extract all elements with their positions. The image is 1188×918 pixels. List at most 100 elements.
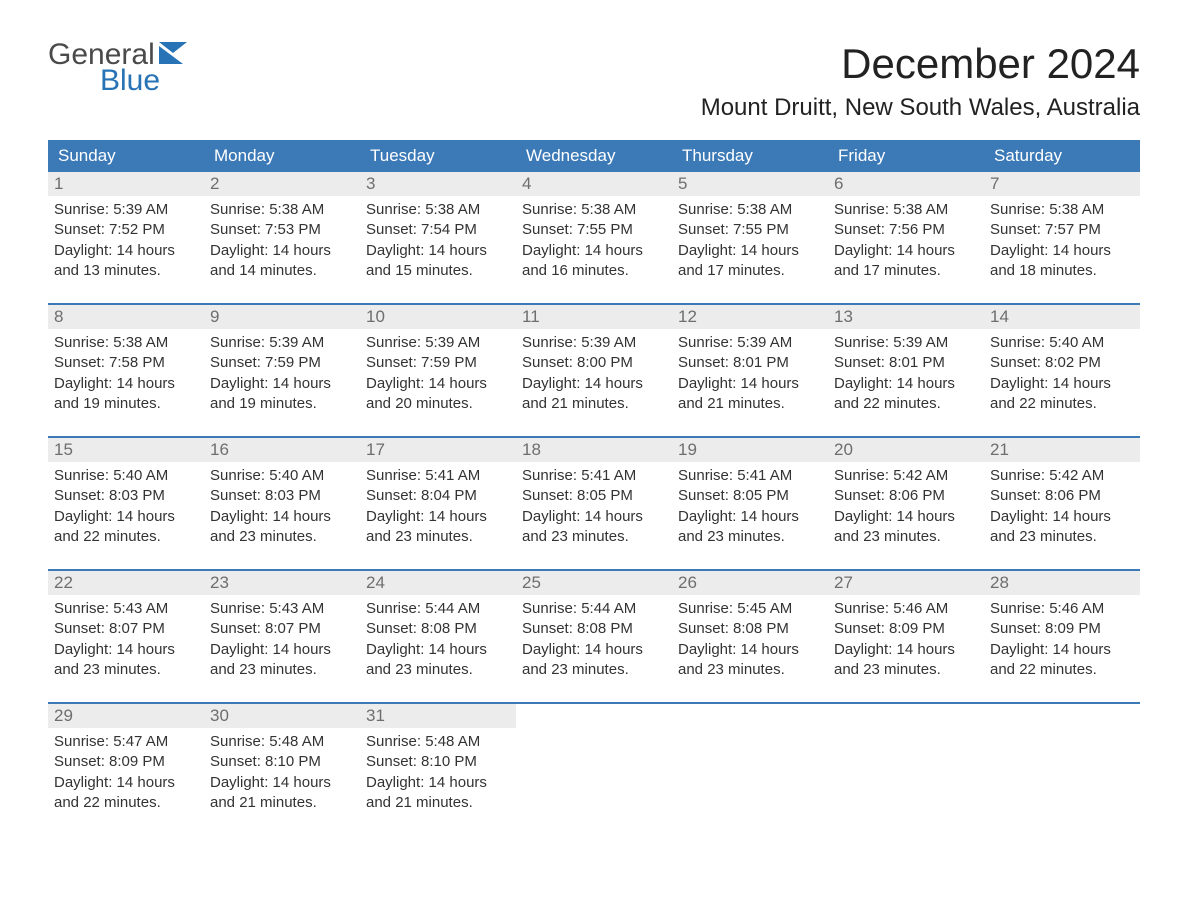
calendar-cell: 12Sunrise: 5:39 AMSunset: 8:01 PMDayligh… <box>672 304 828 437</box>
sunrise-line: Sunrise: 5:38 AM <box>678 200 820 220</box>
sunrise-line: Sunrise: 5:40 AM <box>54 466 196 486</box>
daylight-line: Daylight: 14 hours and 15 minutes. <box>366 241 508 282</box>
daylight-line: Daylight: 14 hours and 22 minutes. <box>54 773 196 814</box>
sunrise-line: Sunrise: 5:41 AM <box>366 466 508 486</box>
day-data: Sunrise: 5:48 AMSunset: 8:10 PMDaylight:… <box>360 728 516 835</box>
weekday-header: Tuesday <box>360 140 516 172</box>
sunrise-line: Sunrise: 5:41 AM <box>522 466 664 486</box>
day-number: 31 <box>360 704 516 728</box>
day-number: 7 <box>984 172 1140 196</box>
sunset-line: Sunset: 8:09 PM <box>834 619 976 639</box>
sunset-line: Sunset: 8:08 PM <box>522 619 664 639</box>
sunset-line: Sunset: 8:01 PM <box>834 353 976 373</box>
daylight-line: Daylight: 14 hours and 19 minutes. <box>54 374 196 415</box>
sunrise-line: Sunrise: 5:39 AM <box>678 333 820 353</box>
day-data: Sunrise: 5:44 AMSunset: 8:08 PMDaylight:… <box>516 595 672 702</box>
daylight-line: Daylight: 14 hours and 23 minutes. <box>678 507 820 548</box>
sunset-line: Sunset: 8:05 PM <box>678 486 820 506</box>
sunset-line: Sunset: 7:59 PM <box>210 353 352 373</box>
daylight-line: Daylight: 14 hours and 20 minutes. <box>366 374 508 415</box>
daylight-line: Daylight: 14 hours and 23 minutes. <box>54 640 196 681</box>
daylight-line: Daylight: 14 hours and 23 minutes. <box>834 640 976 681</box>
weekday-header: Sunday <box>48 140 204 172</box>
day-number: 24 <box>360 571 516 595</box>
calendar-cell: 7Sunrise: 5:38 AMSunset: 7:57 PMDaylight… <box>984 172 1140 304</box>
daylight-line: Daylight: 14 hours and 22 minutes. <box>990 374 1132 415</box>
day-number: 19 <box>672 438 828 462</box>
sunset-line: Sunset: 8:00 PM <box>522 353 664 373</box>
calendar-row: 22Sunrise: 5:43 AMSunset: 8:07 PMDayligh… <box>48 570 1140 703</box>
day-number: 28 <box>984 571 1140 595</box>
daylight-line: Daylight: 14 hours and 17 minutes. <box>834 241 976 282</box>
calendar-cell: .. <box>672 703 828 835</box>
sunset-line: Sunset: 8:05 PM <box>522 486 664 506</box>
day-number: 25 <box>516 571 672 595</box>
sunrise-line: Sunrise: 5:45 AM <box>678 599 820 619</box>
day-data: Sunrise: 5:42 AMSunset: 8:06 PMDaylight:… <box>984 462 1140 569</box>
daylight-line: Daylight: 14 hours and 22 minutes. <box>54 507 196 548</box>
day-data: Sunrise: 5:42 AMSunset: 8:06 PMDaylight:… <box>828 462 984 569</box>
sunrise-line: Sunrise: 5:43 AM <box>210 599 352 619</box>
month-title: December 2024 <box>701 40 1140 88</box>
sunset-line: Sunset: 8:07 PM <box>54 619 196 639</box>
title-block: December 2024 Mount Druitt, New South Wa… <box>701 40 1140 122</box>
daylight-line: Daylight: 14 hours and 23 minutes. <box>834 507 976 548</box>
day-data: Sunrise: 5:43 AMSunset: 8:07 PMDaylight:… <box>48 595 204 702</box>
day-data: Sunrise: 5:46 AMSunset: 8:09 PMDaylight:… <box>828 595 984 702</box>
day-number: 9 <box>204 305 360 329</box>
calendar-cell: 26Sunrise: 5:45 AMSunset: 8:08 PMDayligh… <box>672 570 828 703</box>
calendar-cell: 5Sunrise: 5:38 AMSunset: 7:55 PMDaylight… <box>672 172 828 304</box>
day-number: 8 <box>48 305 204 329</box>
sunset-line: Sunset: 8:03 PM <box>210 486 352 506</box>
calendar-cell: 16Sunrise: 5:40 AMSunset: 8:03 PMDayligh… <box>204 437 360 570</box>
calendar-cell: 14Sunrise: 5:40 AMSunset: 8:02 PMDayligh… <box>984 304 1140 437</box>
daylight-line: Daylight: 14 hours and 21 minutes. <box>522 374 664 415</box>
calendar-cell: 9Sunrise: 5:39 AMSunset: 7:59 PMDaylight… <box>204 304 360 437</box>
sunset-line: Sunset: 7:58 PM <box>54 353 196 373</box>
sunset-line: Sunset: 7:52 PM <box>54 220 196 240</box>
sunrise-line: Sunrise: 5:46 AM <box>834 599 976 619</box>
day-number: 15 <box>48 438 204 462</box>
weekday-header: Wednesday <box>516 140 672 172</box>
sunrise-line: Sunrise: 5:48 AM <box>366 732 508 752</box>
daylight-line: Daylight: 14 hours and 21 minutes. <box>366 773 508 814</box>
calendar-row: 15Sunrise: 5:40 AMSunset: 8:03 PMDayligh… <box>48 437 1140 570</box>
weekday-header-row: Sunday Monday Tuesday Wednesday Thursday… <box>48 140 1140 172</box>
sunrise-line: Sunrise: 5:38 AM <box>834 200 976 220</box>
sunrise-line: Sunrise: 5:44 AM <box>522 599 664 619</box>
day-number: 21 <box>984 438 1140 462</box>
calendar-cell: 21Sunrise: 5:42 AMSunset: 8:06 PMDayligh… <box>984 437 1140 570</box>
daylight-line: Daylight: 14 hours and 23 minutes. <box>210 507 352 548</box>
day-data: Sunrise: 5:39 AMSunset: 7:52 PMDaylight:… <box>48 196 204 303</box>
day-data: Sunrise: 5:38 AMSunset: 7:57 PMDaylight:… <box>984 196 1140 303</box>
day-number: 30 <box>204 704 360 728</box>
day-data: Sunrise: 5:40 AMSunset: 8:02 PMDaylight:… <box>984 329 1140 436</box>
calendar-cell: 25Sunrise: 5:44 AMSunset: 8:08 PMDayligh… <box>516 570 672 703</box>
day-data: Sunrise: 5:39 AMSunset: 8:01 PMDaylight:… <box>828 329 984 436</box>
calendar-table: Sunday Monday Tuesday Wednesday Thursday… <box>48 140 1140 835</box>
day-data: Sunrise: 5:39 AMSunset: 8:01 PMDaylight:… <box>672 329 828 436</box>
calendar-row: 29Sunrise: 5:47 AMSunset: 8:09 PMDayligh… <box>48 703 1140 835</box>
day-number: 5 <box>672 172 828 196</box>
sunrise-line: Sunrise: 5:47 AM <box>54 732 196 752</box>
weekday-header: Friday <box>828 140 984 172</box>
day-data: Sunrise: 5:39 AMSunset: 7:59 PMDaylight:… <box>360 329 516 436</box>
daylight-line: Daylight: 14 hours and 22 minutes. <box>990 640 1132 681</box>
daylight-line: Daylight: 14 hours and 23 minutes. <box>366 640 508 681</box>
day-number: 11 <box>516 305 672 329</box>
day-number: 17 <box>360 438 516 462</box>
calendar-cell: 19Sunrise: 5:41 AMSunset: 8:05 PMDayligh… <box>672 437 828 570</box>
daylight-line: Daylight: 14 hours and 16 minutes. <box>522 241 664 282</box>
sunset-line: Sunset: 8:10 PM <box>210 752 352 772</box>
daylight-line: Daylight: 14 hours and 17 minutes. <box>678 241 820 282</box>
day-number: 23 <box>204 571 360 595</box>
calendar-cell: 6Sunrise: 5:38 AMSunset: 7:56 PMDaylight… <box>828 172 984 304</box>
sunrise-line: Sunrise: 5:38 AM <box>990 200 1132 220</box>
sunset-line: Sunset: 8:04 PM <box>366 486 508 506</box>
calendar-cell: 3Sunrise: 5:38 AMSunset: 7:54 PMDaylight… <box>360 172 516 304</box>
calendar-cell: 30Sunrise: 5:48 AMSunset: 8:10 PMDayligh… <box>204 703 360 835</box>
day-number: 2 <box>204 172 360 196</box>
sunset-line: Sunset: 8:06 PM <box>990 486 1132 506</box>
day-number: 20 <box>828 438 984 462</box>
day-data: Sunrise: 5:41 AMSunset: 8:04 PMDaylight:… <box>360 462 516 569</box>
